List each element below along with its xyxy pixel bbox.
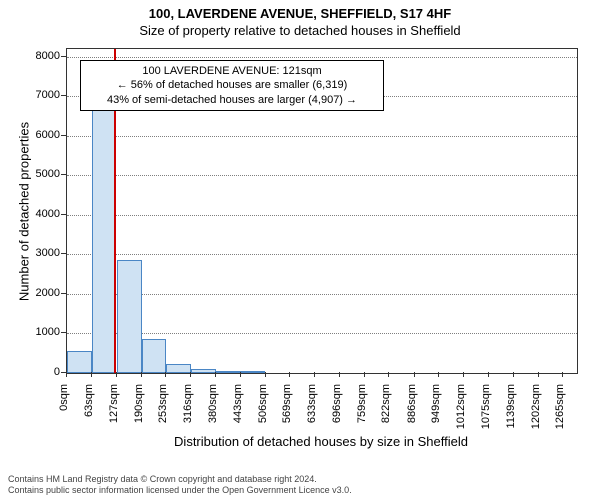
x-tick-mark	[240, 372, 241, 377]
x-tick-mark	[165, 372, 166, 377]
x-tick-mark	[364, 372, 365, 377]
x-tick-label: 127sqm	[108, 384, 120, 438]
footer-line-2: Contains public sector information licen…	[8, 485, 352, 496]
x-tick-mark	[289, 372, 290, 377]
x-tick-label: 63sqm	[83, 384, 95, 438]
histogram-bar	[216, 371, 241, 373]
histogram-bar	[92, 110, 117, 373]
x-tick-label: 0sqm	[58, 384, 70, 438]
y-tick-mark	[61, 332, 66, 333]
y-tick-label: 5000	[26, 168, 60, 180]
x-tick-mark	[538, 372, 539, 377]
y-tick-label: 1000	[26, 326, 60, 338]
x-tick-mark	[339, 372, 340, 377]
x-tick-mark	[190, 372, 191, 377]
x-tick-mark	[562, 372, 563, 377]
footer-attribution: Contains HM Land Registry data © Crown c…	[8, 474, 352, 497]
grid-line	[67, 254, 577, 255]
histogram-bar	[142, 339, 167, 373]
annotation-box: 100 LAVERDENE AVENUE: 121sqm← 56% of det…	[80, 60, 384, 111]
x-tick-mark	[265, 372, 266, 377]
x-tick-label: 759sqm	[356, 384, 368, 438]
x-tick-mark	[463, 372, 464, 377]
x-tick-mark	[215, 372, 216, 377]
x-tick-label: 1139sqm	[505, 384, 517, 438]
y-tick-mark	[61, 56, 66, 57]
x-tick-mark	[414, 372, 415, 377]
y-tick-mark	[61, 293, 66, 294]
histogram-bar	[191, 369, 216, 373]
x-tick-mark	[141, 372, 142, 377]
y-tick-label: 4000	[26, 208, 60, 220]
y-tick-mark	[61, 174, 66, 175]
x-tick-mark	[91, 372, 92, 377]
histogram-bar	[67, 351, 92, 373]
x-tick-label: 1202sqm	[530, 384, 542, 438]
x-tick-label: 633sqm	[306, 384, 318, 438]
y-tick-mark	[61, 135, 66, 136]
x-tick-mark	[66, 372, 67, 377]
y-tick-mark	[61, 95, 66, 96]
x-tick-label: 380sqm	[207, 384, 219, 438]
x-tick-mark	[116, 372, 117, 377]
annotation-line: 43% of semi-detached houses are larger (…	[87, 93, 377, 107]
y-tick-label: 0	[26, 366, 60, 378]
y-tick-label: 3000	[26, 247, 60, 259]
x-tick-label: 949sqm	[430, 384, 442, 438]
histogram-bar	[166, 364, 191, 373]
x-tick-label: 190sqm	[133, 384, 145, 438]
chart-title-sub: Size of property relative to detached ho…	[0, 21, 600, 38]
x-tick-label: 506sqm	[257, 384, 269, 438]
x-tick-label: 1265sqm	[554, 384, 566, 438]
chart-title-main: 100, LAVERDENE AVENUE, SHEFFIELD, S17 4H…	[0, 0, 600, 21]
histogram-bar	[241, 371, 266, 373]
x-tick-label: 316sqm	[182, 384, 194, 438]
grid-line	[67, 215, 577, 216]
chart-container: 100, LAVERDENE AVENUE, SHEFFIELD, S17 4H…	[0, 0, 600, 500]
x-tick-label: 822sqm	[380, 384, 392, 438]
x-tick-label: 443sqm	[232, 384, 244, 438]
x-tick-label: 1012sqm	[455, 384, 467, 438]
histogram-bar	[117, 260, 142, 373]
x-tick-label: 1075sqm	[480, 384, 492, 438]
annotation-line: 100 LAVERDENE AVENUE: 121sqm	[87, 64, 377, 78]
y-tick-mark	[61, 214, 66, 215]
x-tick-label: 569sqm	[281, 384, 293, 438]
y-tick-label: 2000	[26, 287, 60, 299]
x-tick-mark	[388, 372, 389, 377]
y-tick-mark	[61, 253, 66, 254]
annotation-line: ← 56% of detached houses are smaller (6,…	[87, 78, 377, 92]
grid-line	[67, 333, 577, 334]
x-tick-label: 696sqm	[331, 384, 343, 438]
x-tick-mark	[513, 372, 514, 377]
x-tick-mark	[314, 372, 315, 377]
grid-line	[67, 294, 577, 295]
grid-line	[67, 136, 577, 137]
y-tick-label: 8000	[26, 50, 60, 62]
grid-line	[67, 175, 577, 176]
grid-line	[67, 57, 577, 58]
y-tick-label: 6000	[26, 129, 60, 141]
x-tick-mark	[438, 372, 439, 377]
footer-line-1: Contains HM Land Registry data © Crown c…	[8, 474, 352, 485]
x-tick-mark	[488, 372, 489, 377]
x-tick-label: 253sqm	[157, 384, 169, 438]
x-tick-label: 886sqm	[406, 384, 418, 438]
y-tick-label: 7000	[26, 89, 60, 101]
